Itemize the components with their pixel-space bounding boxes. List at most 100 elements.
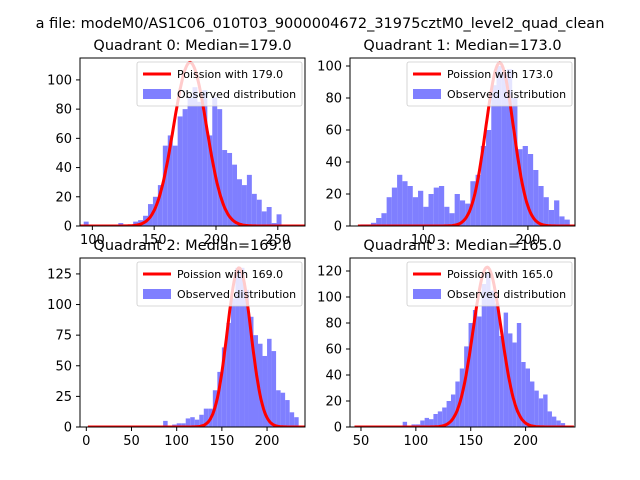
histogram-bar-27 (477, 316, 482, 427)
y-tick-label: 0 (64, 220, 72, 235)
histogram-bar-23 (194, 419, 200, 427)
histogram-bar-45 (294, 417, 299, 427)
histogram-bar-37 (266, 207, 272, 226)
histogram-bar-16 (163, 420, 168, 427)
legend-poisson-label: Poission with 169.0 (177, 268, 283, 281)
histogram-bar-18 (437, 411, 443, 427)
histogram-bar-29 (227, 152, 233, 226)
legend-observed-swatch (143, 289, 171, 299)
x-tick-label: 200 (204, 233, 229, 248)
legend-observed-label: Observed distribution (177, 288, 296, 301)
y-tick-label: 20 (55, 190, 72, 205)
histogram-bar-20 (181, 423, 186, 427)
histogram-bar-32 (235, 267, 240, 427)
y-tick-label: 100 (317, 291, 342, 306)
y-tick-label: 80 (325, 92, 342, 107)
histogram-bar-36 (253, 335, 259, 427)
y-tick-label: 0 (64, 421, 72, 436)
legend-box (406, 61, 573, 107)
x-tick-label: 50 (353, 434, 370, 449)
y-tick-label: 0 (334, 421, 342, 436)
histogram-bar-41 (538, 398, 544, 427)
x-tick-label: 200 (515, 233, 540, 248)
histogram-bar-37 (521, 362, 526, 427)
x-tick-label: 150 (209, 434, 234, 449)
legend-observed-swatch (413, 289, 441, 299)
subplot-title: Quadrant 0: Median=179.0 (93, 38, 291, 54)
histogram-bar-33 (246, 174, 252, 226)
histogram-bar-32 (241, 185, 247, 226)
histogram-bar-43 (547, 411, 552, 427)
x-tick-label: 150 (458, 434, 483, 449)
histogram-bar-17 (449, 213, 455, 226)
x-tick-label: 150 (142, 233, 167, 248)
legend-observed-label: Observed distribution (447, 88, 566, 101)
histogram-bar-37 (258, 343, 263, 427)
histogram-bar-30 (232, 164, 238, 226)
histogram-bar-39 (564, 219, 570, 226)
legend-box (136, 61, 303, 107)
x-tick-label: 200 (255, 434, 280, 449)
histogram-bar-38 (525, 368, 530, 427)
histogram-bar-21 (450, 394, 456, 427)
histogram-bar-7 (397, 174, 403, 226)
histogram-bar-35 (512, 342, 517, 427)
axes-frame (349, 257, 576, 428)
histogram-bar-28 (481, 284, 487, 427)
y-tick-label: 60 (325, 124, 342, 139)
y-tick-label: 20 (325, 395, 342, 410)
histogram-bar-33 (239, 267, 245, 427)
histogram-bar-40 (271, 351, 277, 427)
y-tick-label: 100 (317, 60, 342, 75)
legend-observed-label: Observed distribution (447, 288, 566, 301)
histogram-bar-46 (560, 423, 566, 427)
histogram-bar-23 (480, 146, 487, 226)
y-tick-label: 100 (47, 298, 72, 313)
histogram-bar-13 (428, 194, 434, 226)
histogram-bar-24 (464, 346, 469, 427)
histogram-bar-15 (438, 186, 445, 226)
histogram-bar-24 (202, 90, 208, 226)
subplot-title: Quadrant 3: Median=165.0 (363, 238, 561, 254)
y-tick-label: 75 (55, 329, 72, 344)
legend: Poission with 165.0 Observed distribution (406, 261, 573, 307)
y-tick-label: 40 (55, 161, 72, 176)
histogram-bar-42 (280, 392, 286, 427)
histogram-bar-42 (543, 394, 548, 427)
histogram-bar-21 (187, 97, 193, 226)
histogram-bar-36 (516, 323, 522, 427)
histogram-bar-8 (402, 181, 408, 226)
histogram-bar-16 (429, 419, 434, 427)
y-tick-label: 60 (55, 132, 72, 147)
axes-frame (79, 57, 306, 227)
histogram-bar-24 (199, 414, 204, 427)
histogram-bars (83, 87, 297, 226)
legend-observed-swatch (413, 89, 441, 99)
histogram-bar-32 (527, 154, 534, 226)
histogram-bar-9 (407, 186, 413, 226)
histogram-bar-35 (248, 316, 254, 427)
y-tick-label: 80 (55, 103, 72, 118)
x-tick-label: 100 (80, 233, 105, 248)
histogram-bar-19 (177, 116, 183, 226)
histogram-bar-33 (533, 170, 539, 226)
histogram-bars (360, 66, 570, 226)
x-tick-label: 100 (403, 434, 428, 449)
subplot-title: Quadrant 1: Median=173.0 (363, 38, 561, 54)
x-tick-label: 0 (82, 434, 90, 449)
histogram-bar-21 (185, 418, 191, 427)
histogram-bar-40 (534, 390, 539, 427)
subplot-quadrant-2: 0 50 100 150 200 0 25 50 75 100 125 Quadrant 2: Med… (47, 238, 306, 449)
histogram-bars (90, 267, 299, 427)
x-tick-label: 200 (513, 434, 538, 449)
histogram-bar-30 (226, 322, 231, 427)
histogram-bar-39 (267, 338, 272, 427)
histogram-bar-2 (370, 222, 377, 226)
y-tick-label: 25 (55, 390, 72, 405)
histogram-bar-29 (512, 98, 518, 226)
y-tick-label: 80 (325, 317, 342, 332)
subplot-quadrant-1: 100 200 0 20 40 60 80 100 Quadrant 1: Median=173… (317, 38, 576, 248)
histogram-bar-12 (423, 206, 429, 226)
